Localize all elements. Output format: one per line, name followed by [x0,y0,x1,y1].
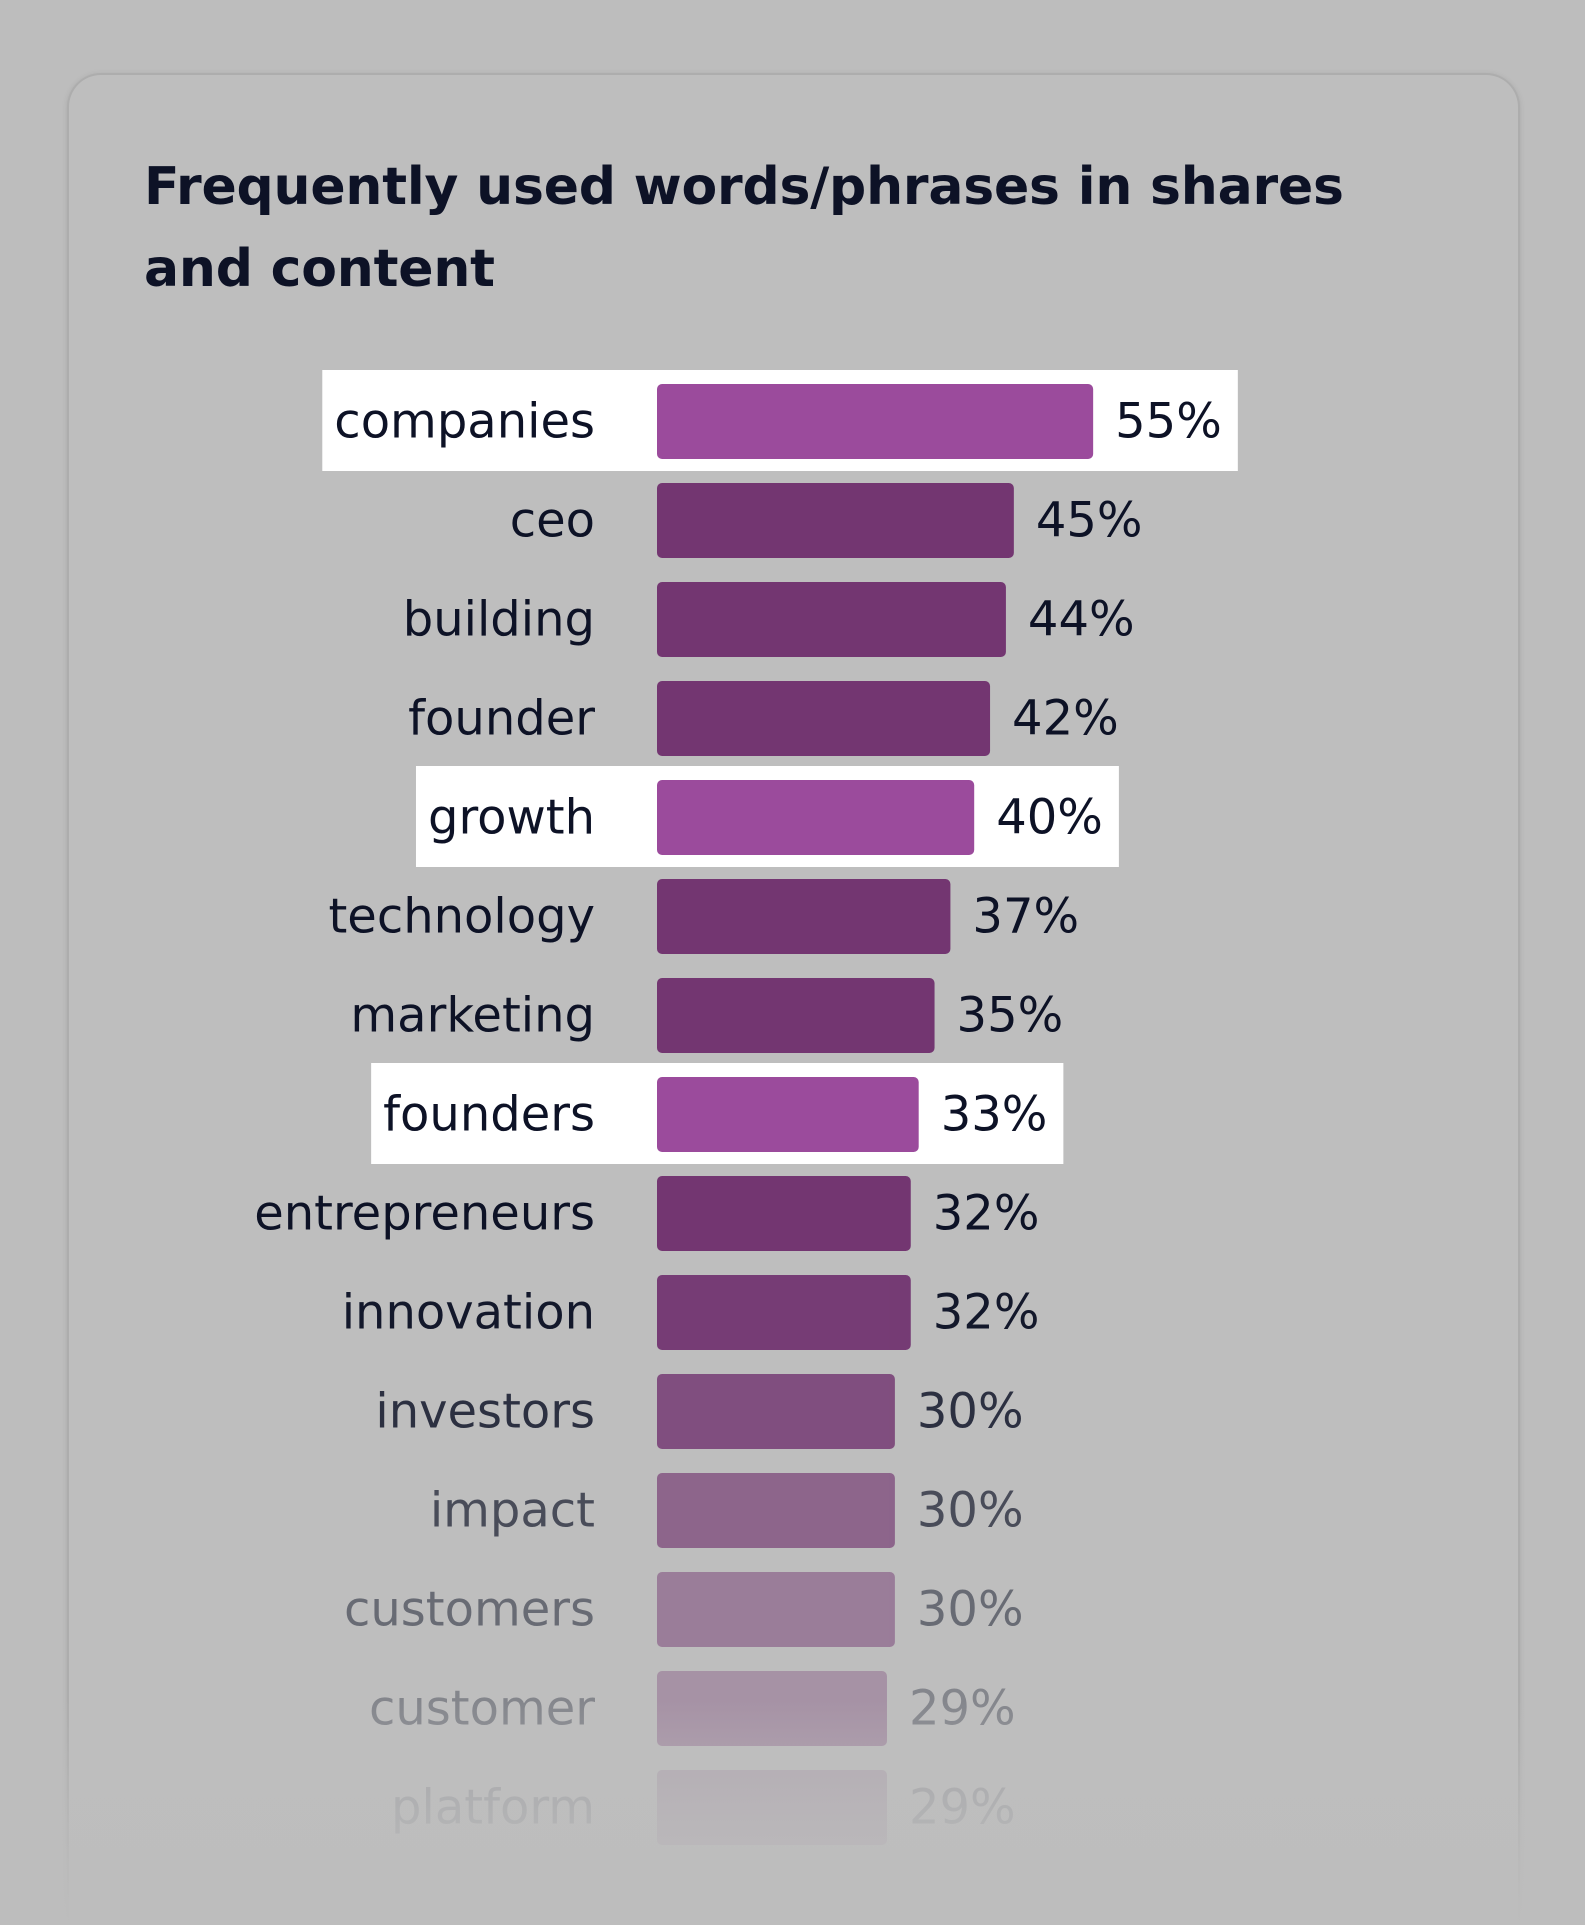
value-label-technology: 37% [972,889,1079,945]
bar-row-companies: companies 55% [322,370,1238,471]
bar-row-impact: impact 30% [430,1473,1024,1548]
category-label-growth: growth [428,790,595,846]
category-label-investors: investors [375,1384,595,1440]
bar-row-ceo: ceo 45% [510,483,1143,558]
value-label-marketing: 35% [957,988,1064,1044]
value-label-innovation: 32% [933,1285,1040,1341]
category-label-companies: companies [334,394,595,450]
value-label-impact: 30% [917,1483,1024,1539]
bar-row-building: building 44% [403,582,1135,657]
value-label-entrepreneurs: 32% [933,1186,1040,1242]
bar-growth [657,780,975,855]
bar-row-technology: technology 37% [328,879,1079,954]
bar-row-innovation: innovation 32% [342,1275,1040,1350]
value-label-investors: 30% [917,1384,1024,1440]
bar-platform [657,1770,887,1845]
bar-row-growth: growth 40% [415,766,1119,867]
category-label-founders: founders [383,1087,595,1143]
value-label-growth: 40% [996,790,1103,846]
bar-row-investors: investors 30% [375,1374,1024,1449]
bar-innovation [657,1275,911,1350]
value-label-founders: 33% [941,1087,1048,1143]
bar-marketing [657,978,935,1053]
bar-row-founder: founder 42% [408,681,1119,756]
value-label-platform: 29% [909,1780,1016,1836]
bar-building [657,582,1006,657]
bar-founder [657,681,991,756]
category-label-innovation: innovation [342,1285,595,1341]
bar-row-customers: customers 30% [344,1572,1024,1647]
bar-customer [657,1671,887,1746]
bar-technology [657,879,951,954]
bar-row-entrepreneurs: entrepreneurs 32% [254,1176,1039,1251]
bar-investors [657,1374,895,1449]
value-label-companies: 55% [1115,394,1222,450]
category-label-marketing: marketing [350,988,595,1044]
bar-row-founders: founders 33% [371,1063,1064,1164]
bar-ceo [657,483,1014,558]
bar-row-customer: customer 29% [369,1671,1016,1746]
bar-entrepreneurs [657,1176,911,1251]
category-label-founder: founder [408,691,595,747]
category-label-platform: platform [391,1780,595,1836]
value-label-customer: 29% [909,1681,1016,1737]
bar-customers [657,1572,895,1647]
chart-title: Frequently used words/phrases in shares … [144,157,1344,299]
value-label-ceo: 45% [1036,493,1143,549]
category-label-ceo: ceo [510,493,595,549]
value-label-customers: 30% [917,1582,1024,1638]
category-label-technology: technology [328,889,595,945]
category-label-impact: impact [430,1483,595,1539]
bar-impact [657,1473,895,1548]
bar-row-platform: platform 29% [391,1770,1016,1845]
category-label-customers: customers [344,1582,595,1638]
bar-companies [657,384,1094,459]
value-label-building: 44% [1028,592,1135,648]
bar-founders [657,1077,919,1152]
category-label-entrepreneurs: entrepreneurs [254,1186,595,1242]
value-label-founder: 42% [1012,691,1119,747]
category-label-customer: customer [369,1681,595,1737]
bar-row-marketing: marketing 35% [350,978,1063,1053]
category-label-building: building [403,592,595,648]
